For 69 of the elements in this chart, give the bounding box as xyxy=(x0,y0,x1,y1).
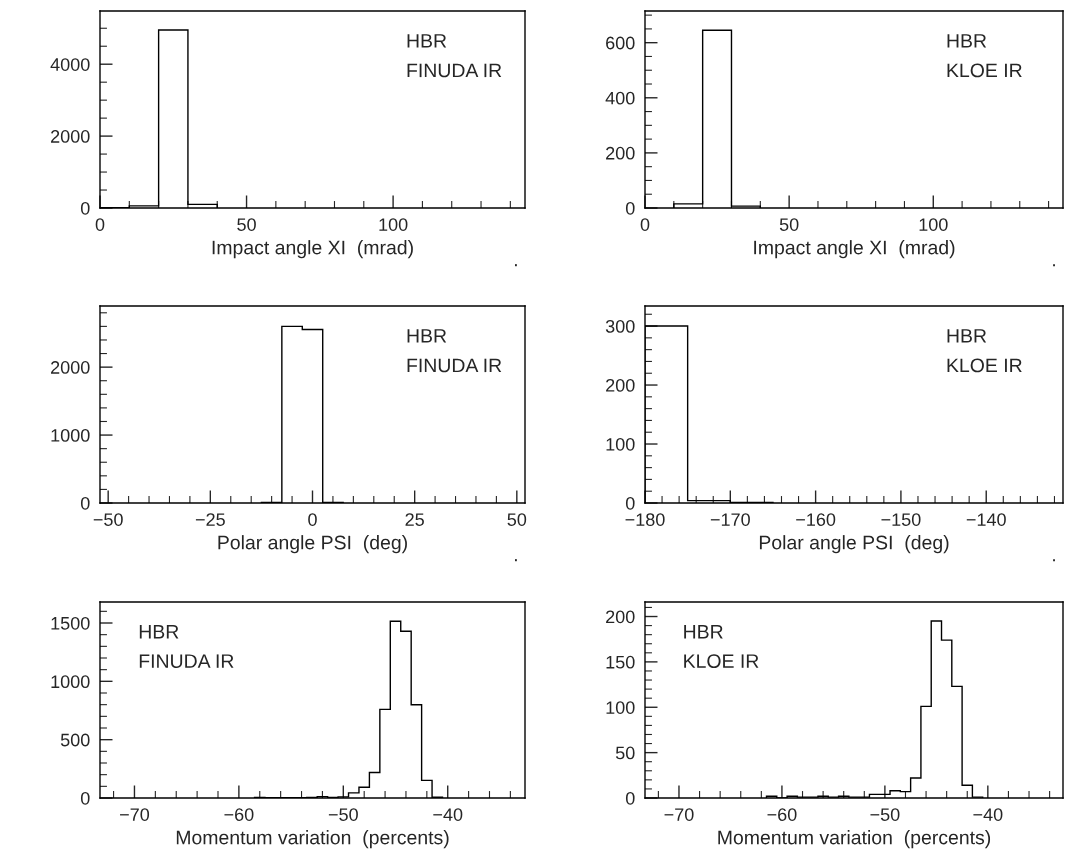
annotation: HBR xyxy=(947,329,987,343)
x-tick-label: 50 xyxy=(507,513,527,526)
x-tick-label: −50 xyxy=(870,808,900,821)
x-axis-title: Polar angle PSI (deg) xyxy=(759,535,949,554)
y-tick-label: 0 xyxy=(625,791,635,805)
annotation: HBR xyxy=(407,34,447,48)
y-tick-label: 2000 xyxy=(51,130,90,143)
y-tick-label: 4000 xyxy=(50,58,90,71)
text: . xyxy=(515,559,517,562)
x-tick-label: 100 xyxy=(919,218,948,231)
annotation: HBR xyxy=(684,625,723,639)
x-tick-label: −40 xyxy=(973,808,1003,821)
y-tick-label: 1500 xyxy=(51,616,90,630)
y-tick-label: 1000 xyxy=(51,675,90,689)
x-tick-label: 50 xyxy=(237,218,256,231)
x-axis-title: Polar angle PSI (deg) xyxy=(218,535,407,554)
x-tick-label: −160 xyxy=(796,513,836,526)
x-tick-label: −50 xyxy=(328,808,358,821)
x-tick-label: 100 xyxy=(379,218,408,231)
annotation: KLOE IR xyxy=(684,654,759,668)
y-tick-label: 200 xyxy=(606,146,635,160)
y-tick-label: 600 xyxy=(606,36,635,50)
y-tick-label: 100 xyxy=(606,437,635,451)
x-tick-label: −70 xyxy=(120,808,150,821)
annotation: HBR xyxy=(139,625,179,639)
y-tick-label: 400 xyxy=(605,91,635,105)
y-tick-label: 50 xyxy=(615,746,635,760)
x-tick-label: −60 xyxy=(224,808,254,821)
text: . xyxy=(1053,559,1055,562)
x-axis-title: Impact angle XI (mrad) xyxy=(212,240,413,259)
x-tick-label: 0 xyxy=(640,218,650,231)
x-tick-label: −140 xyxy=(966,513,1006,526)
y-tick-label: 0 xyxy=(80,791,90,805)
y-tick-label: 0 xyxy=(625,496,635,510)
x-tick-label: −50 xyxy=(93,513,123,526)
x-tick-label: 0 xyxy=(95,218,105,231)
annotation: HBR xyxy=(947,34,987,48)
y-tick-label: 150 xyxy=(606,655,635,669)
x-tick-label: −70 xyxy=(664,808,694,821)
x-tick-label: −60 xyxy=(767,808,797,821)
y-tick-label: 500 xyxy=(60,733,90,747)
y-tick-label: 200 xyxy=(606,378,635,392)
x-axis-title: Momentum variation (percents) xyxy=(176,830,449,849)
y-tick-label: 200 xyxy=(606,610,635,624)
x-axis-title: Momentum variation (percents) xyxy=(718,830,991,849)
y-tick-label: 2000 xyxy=(51,361,90,374)
y-tick-label: 0 xyxy=(80,201,90,215)
x-tick-label: 50 xyxy=(779,218,799,231)
x-tick-label: −150 xyxy=(881,513,921,526)
y-tick-label: 0 xyxy=(625,201,635,215)
x-axis-title: Impact angle XI (mrad) xyxy=(754,240,955,259)
text: . xyxy=(515,264,517,267)
annotation: FINUDA IR xyxy=(407,63,502,78)
y-tick-label: 300 xyxy=(605,319,635,333)
x-tick-label: −180 xyxy=(625,513,665,526)
annotation: HBR xyxy=(407,329,447,343)
x-tick-label: −25 xyxy=(195,513,225,526)
annotation: KLOE IR xyxy=(947,63,1022,78)
x-tick-label: −40 xyxy=(433,808,463,821)
text: . xyxy=(1053,264,1055,267)
y-tick-label: 100 xyxy=(606,701,635,714)
y-tick-label: 1000 xyxy=(51,429,90,442)
x-tick-label: −170 xyxy=(710,513,750,526)
x-tick-label: 0 xyxy=(308,513,317,526)
y-tick-label: 0 xyxy=(80,496,90,510)
annotation: KLOE IR xyxy=(947,358,1022,373)
annotation: FINUDA IR xyxy=(139,654,234,668)
annotation: FINUDA IR xyxy=(407,358,502,373)
x-tick-label: 25 xyxy=(405,513,424,526)
